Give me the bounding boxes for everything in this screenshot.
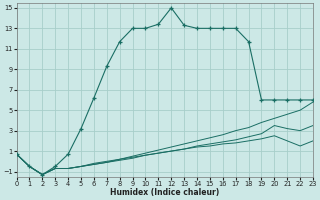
- X-axis label: Humidex (Indice chaleur): Humidex (Indice chaleur): [110, 188, 220, 197]
